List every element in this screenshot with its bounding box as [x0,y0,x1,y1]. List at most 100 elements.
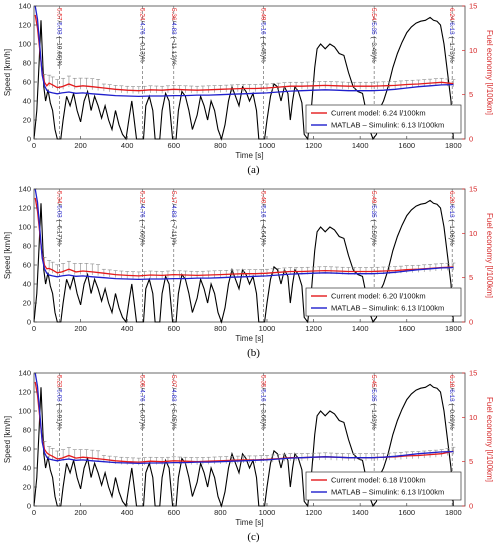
annotation-diff: (−10.66)% [56,35,63,67]
y-tick-label-left: 140 [18,185,31,194]
panel-label: (b) [247,347,260,359]
annotation-diff: (−6.17)% [56,218,63,246]
legend: Current model: 6.18 l/100km MATLAB – Simu… [305,471,462,501]
x-tick-label: 1000 [259,141,276,150]
annotation-separator: / [448,20,455,22]
marker-annotation: 5.57/5.03 (−10.66)% [56,8,63,66]
series-speed-line [33,16,454,141]
annotation-current-value: 5.49 [370,191,377,204]
y-tick-label-right: 10 [469,229,477,238]
series-current-model-line [34,197,454,277]
y-tick-label-right: 15 [469,185,477,194]
annotation-separator: / [170,203,177,205]
marker-annotation: 5.24/4.76 (−0.13)% [138,8,145,63]
legend-label-current: Current model: 6.18 l/100km [331,476,426,485]
annotation-matlab-value: 4.83 [170,205,177,218]
marker-annotation: 6.24/6.13 (−1.73)% [448,8,455,63]
annotation-separator: / [370,20,377,22]
y-tick-label-left: 20 [23,483,31,492]
chart-panel-1: 5.57/5.03 (−10.66)%5.24/4.76 (−0.13)%5.3… [3,2,493,177]
annotation-matlab-value: 5.03 [56,205,63,218]
x-tick-label: 1800 [445,141,462,150]
y-tick-label-left: 20 [23,116,31,125]
annotation-current-value: 6.18 [448,375,455,388]
annotation-diff: (−7.11)% [170,218,177,246]
y-tick-label-left: 100 [18,407,31,416]
marker-annotation: 6.18/6.13 (−0.69)% [448,375,455,430]
annotation-matlab-value: 4.76 [138,389,145,402]
annotation-separator: / [138,387,145,389]
x-tick-label: 1800 [445,508,462,517]
annotation-separator: / [138,203,145,205]
annotation-diff: (−0.13)% [138,35,145,63]
y-tick-label-left: 80 [23,242,31,251]
annotation-current-value: 5.35 [260,375,267,388]
chart-panel-2: 5.34/5.03 (−6.17)% 5.12/4.76 (−7.60)% 5.17… [3,185,493,360]
y-tick-label-right: 0 [469,502,473,511]
y-tick-label-right: 15 [469,369,477,378]
x-tick-label: 0 [32,141,36,150]
annotation-matlab-value: 4.76 [138,22,145,35]
annotation-diff: (−3.49)% [370,35,377,63]
y-tick-label-left: 80 [23,426,31,435]
x-tick-label: 1600 [398,141,415,150]
y-axis-label-right: Fuel economy [l/100km] [485,397,493,482]
series-current-model-line [34,14,454,92]
legend-box [305,104,462,134]
annotation-matlab-value: 6.13 [448,22,455,35]
y-tick-label-left: 120 [18,204,31,213]
annotation-current-value: 5.36 [170,8,177,21]
annotation-current-value: 5.23 [56,375,63,388]
y-tick-label-left: 0 [27,318,31,327]
x-tick-label: 200 [74,141,87,150]
series-matlab-line [34,188,454,281]
x-tick-label: 1400 [352,508,369,517]
annotation-separator: / [370,203,377,205]
y-tick-label-left: 100 [18,40,31,49]
y-tick-label-right: 10 [469,46,477,55]
annotation-matlab-value: 5.16 [260,389,267,402]
annotation-diff: (−6.45)% [260,35,267,63]
x-tick-label: 800 [214,508,227,517]
series-matlab-line [34,372,454,465]
panel-label: (a) [247,164,260,176]
x-tick-label: 200 [74,324,87,333]
annotation-diff: (−0.69)% [448,402,455,430]
annotation-matlab-value: 4.83 [170,22,177,35]
annotation-current-value: 5.24 [138,8,145,21]
x-tick-label: 200 [74,508,87,517]
x-tick-label: 1200 [305,141,322,150]
y-tick-label-right: 15 [469,2,477,11]
y-tick-label-right: 10 [469,413,477,422]
marker-annotation: 5.34/5.03 (−6.17)% [56,191,63,246]
series-matlab-line [34,5,454,98]
annotation-separator: / [138,20,145,22]
annotation-diff: (−1.73)% [448,35,455,63]
x-tick-label: 1400 [352,141,369,150]
marker-annotation: 5.35/5.16 (−3.66)% [260,375,267,430]
x-tick-label: 1800 [445,324,462,333]
annotation-matlab-value: 6.13 [448,205,455,218]
y-tick-label-left: 60 [23,445,31,454]
y-tick-label-left: 140 [18,369,31,378]
annotation-diff: (−1.93)% [370,402,377,430]
marker-annotation: 5.12/4.76 (−7.60)% [138,191,145,246]
marker-annotation: 5.40/5.16 (−4.64)% [260,191,267,246]
annotation-current-value: 5.12 [138,191,145,204]
annotation-current-value: 5.05 [138,375,145,388]
y-tick-label-left: 140 [18,2,31,11]
annotation-current-value: 5.17 [170,191,177,204]
y-tick-label-left: 40 [23,464,31,473]
annotation-current-value: 5.40 [260,191,267,204]
annotation-diff: (−6.07)% [138,402,145,430]
legend-label-matlab: MATLAB – Simulink: 6.13 l/100km [331,488,444,497]
annotation-current-value: 6.20 [448,191,455,204]
x-tick-label: 0 [32,508,36,517]
annotation-separator: / [170,20,177,22]
annotation-diff: (−3.66)% [260,402,267,430]
x-tick-label: 800 [214,324,227,333]
annotation-separator: / [260,387,267,389]
marker-annotation: 5.49/5.35 (−2.50)% [370,191,377,246]
y-axis-label-left: Speed [km/h] [3,232,12,279]
